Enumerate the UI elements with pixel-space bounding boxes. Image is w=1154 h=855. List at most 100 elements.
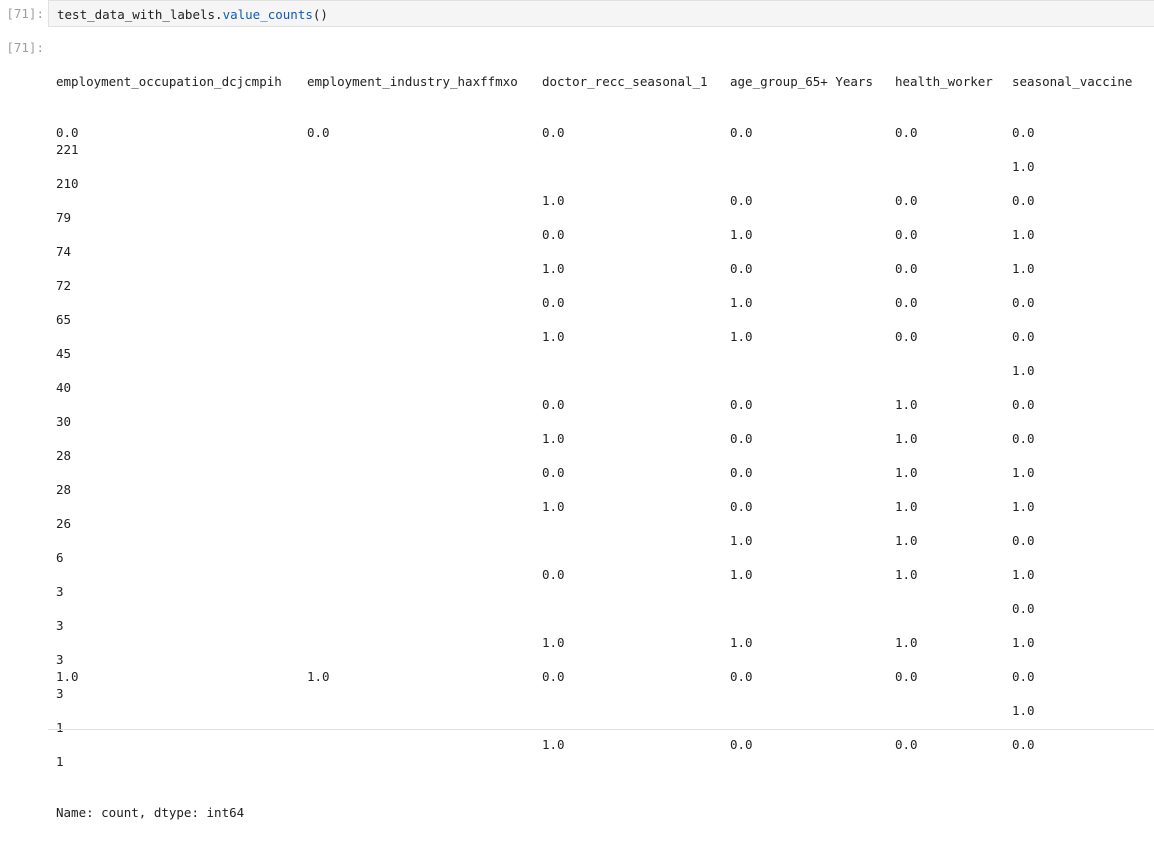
doctor-recc-cell: 0.0: [542, 125, 565, 140]
seasonal-vaccine-cell: 0.0: [1012, 737, 1035, 752]
output-line: 0.0 1.0 0.0 0.0: [56, 294, 1035, 311]
occupation-cell: 3: [56, 652, 64, 667]
column-header: seasonal_vaccine: [1012, 74, 1133, 89]
occupation-cell: 65: [56, 312, 72, 327]
health-worker-cell: 0.0: [895, 737, 918, 752]
output-line: 79: [56, 209, 86, 226]
output-line: 3: [56, 651, 86, 668]
code-method: value_counts: [222, 7, 313, 22]
occupation-cell: 3: [56, 584, 64, 599]
output-line: 40: [56, 379, 86, 396]
health-worker-cell: 0.0: [895, 193, 918, 208]
doctor-recc-cell: 1.0: [542, 737, 565, 752]
doctor-recc-cell: 0.0: [542, 227, 565, 242]
cell-output: employment_occupation_dcjcmpih employmen…: [56, 39, 1132, 838]
output-line: 6: [56, 549, 86, 566]
seasonal-vaccine-cell: 1.0: [1012, 465, 1035, 480]
seasonal-vaccine-cell: 0.0: [1012, 193, 1035, 208]
output-line: 3: [56, 685, 86, 702]
code-call: (): [312, 7, 328, 22]
occupation-cell: 1: [56, 754, 64, 769]
seasonal-vaccine-cell: 0.0: [1012, 533, 1035, 548]
column-header: employment_occupation_dcjcmpih: [56, 74, 282, 89]
column-header: doctor_recc_seasonal_1: [542, 74, 708, 89]
output-line: 1.0 0.0 1.0 1.0: [56, 498, 1035, 515]
code-cell-input[interactable]: test_data_with_labels.value_counts(): [48, 0, 1154, 27]
seasonal-vaccine-cell: 1.0: [1012, 261, 1035, 276]
output-line: 0.0 1.0 1.0 1.0: [56, 566, 1035, 583]
health-worker-cell: 1.0: [895, 431, 918, 446]
cell-divider: [48, 729, 1154, 730]
occupation-cell: 210: [56, 176, 79, 191]
seasonal-vaccine-cell: 0.0: [1012, 669, 1035, 684]
output-line: 3: [56, 583, 86, 600]
occupation-cell: 0.0: [56, 125, 79, 140]
output-line: 1: [56, 719, 86, 736]
code-object: test_data_with_labels: [57, 7, 216, 22]
output-line: 0.0 1.0 0.0 1.0: [56, 226, 1035, 243]
age-group-cell: 1.0: [730, 329, 753, 344]
doctor-recc-cell: 1.0: [542, 431, 565, 446]
code-dot: .: [215, 7, 223, 22]
output-rows: 0.0 0.0 0.0 0.0 0.0 0.0 221 1.0 210 1.0 0.0 0.0 0.0 7…: [56, 124, 1035, 770]
seasonal-vaccine-cell: 1.0: [1012, 567, 1035, 582]
output-line: 1.0 0.0 1.0 0.0: [56, 430, 1035, 447]
occupation-cell: 3: [56, 618, 64, 633]
age-group-cell: 1.0: [730, 227, 753, 242]
output-line: 0.0 0.0 1.0 0.0: [56, 396, 1035, 413]
occupation-cell: 79: [56, 210, 72, 225]
health-worker-cell: 0.0: [895, 295, 918, 310]
seasonal-vaccine-cell: 0.0: [1012, 329, 1035, 344]
health-worker-cell: 1.0: [895, 567, 918, 582]
occupation-cell: 26: [56, 516, 72, 531]
health-worker-cell: 0.0: [895, 329, 918, 344]
seasonal-vaccine-cell: 1.0: [1012, 635, 1035, 650]
output-line: 1.0 0.0 0.0 1.0: [56, 260, 1035, 277]
output-line: 74: [56, 243, 86, 260]
code-line: test_data_with_labels.value_counts(): [57, 6, 328, 23]
health-worker-cell: 1.0: [895, 635, 918, 650]
occupation-cell: 221: [56, 142, 79, 157]
output-prompt: [71]:: [6, 40, 44, 55]
doctor-recc-cell: 1.0: [542, 193, 565, 208]
health-worker-cell: 1.0: [895, 397, 918, 412]
age-group-cell: 1.0: [730, 295, 753, 310]
output-line: 72: [56, 277, 86, 294]
doctor-recc-cell: 0.0: [542, 567, 565, 582]
age-group-cell: 0.0: [730, 125, 753, 140]
output-line: 30: [56, 413, 86, 430]
output-line: 45: [56, 345, 86, 362]
industry-cell: 1.0: [307, 669, 330, 684]
age-group-cell: 0.0: [730, 465, 753, 480]
occupation-cell: 45: [56, 346, 72, 361]
seasonal-vaccine-cell: 0.0: [1012, 601, 1035, 616]
doctor-recc-cell: 0.0: [542, 397, 565, 412]
output-line: 1.0: [56, 158, 1035, 175]
age-group-cell: 0.0: [730, 431, 753, 446]
age-group-cell: 0.0: [730, 499, 753, 514]
output-line: 1.0 1.0 0.0: [56, 532, 1035, 549]
seasonal-vaccine-cell: 0.0: [1012, 431, 1035, 446]
age-group-cell: 0.0: [730, 737, 753, 752]
series-footer: Name: count, dtype: int64: [56, 805, 245, 820]
doctor-recc-cell: 1.0: [542, 635, 565, 650]
column-header: health_worker: [895, 74, 993, 89]
seasonal-vaccine-cell: 1.0: [1012, 159, 1035, 174]
input-prompt: [71]:: [6, 6, 44, 21]
seasonal-vaccine-cell: 1.0: [1012, 499, 1035, 514]
output-line: 3: [56, 617, 86, 634]
output-line: 1.0 1.0 0.0 0.0: [56, 328, 1035, 345]
occupation-cell: 1.0: [56, 669, 79, 684]
seasonal-vaccine-cell: 0.0: [1012, 295, 1035, 310]
health-worker-cell: 0.0: [895, 261, 918, 276]
doctor-recc-cell: 0.0: [542, 295, 565, 310]
header-row: employment_occupation_dcjcmpih employmen…: [56, 73, 1132, 90]
occupation-cell: 28: [56, 482, 72, 497]
column-header: employment_industry_haxffmxo: [307, 74, 518, 89]
occupation-cell: 3: [56, 686, 64, 701]
age-group-cell: 1.0: [730, 635, 753, 650]
output-line: 0.0 0.0 0.0 0.0 0.0 0.0: [56, 124, 1035, 141]
output-line: 221: [56, 141, 86, 158]
output-line: 1: [56, 753, 86, 770]
doctor-recc-cell: 1.0: [542, 261, 565, 276]
